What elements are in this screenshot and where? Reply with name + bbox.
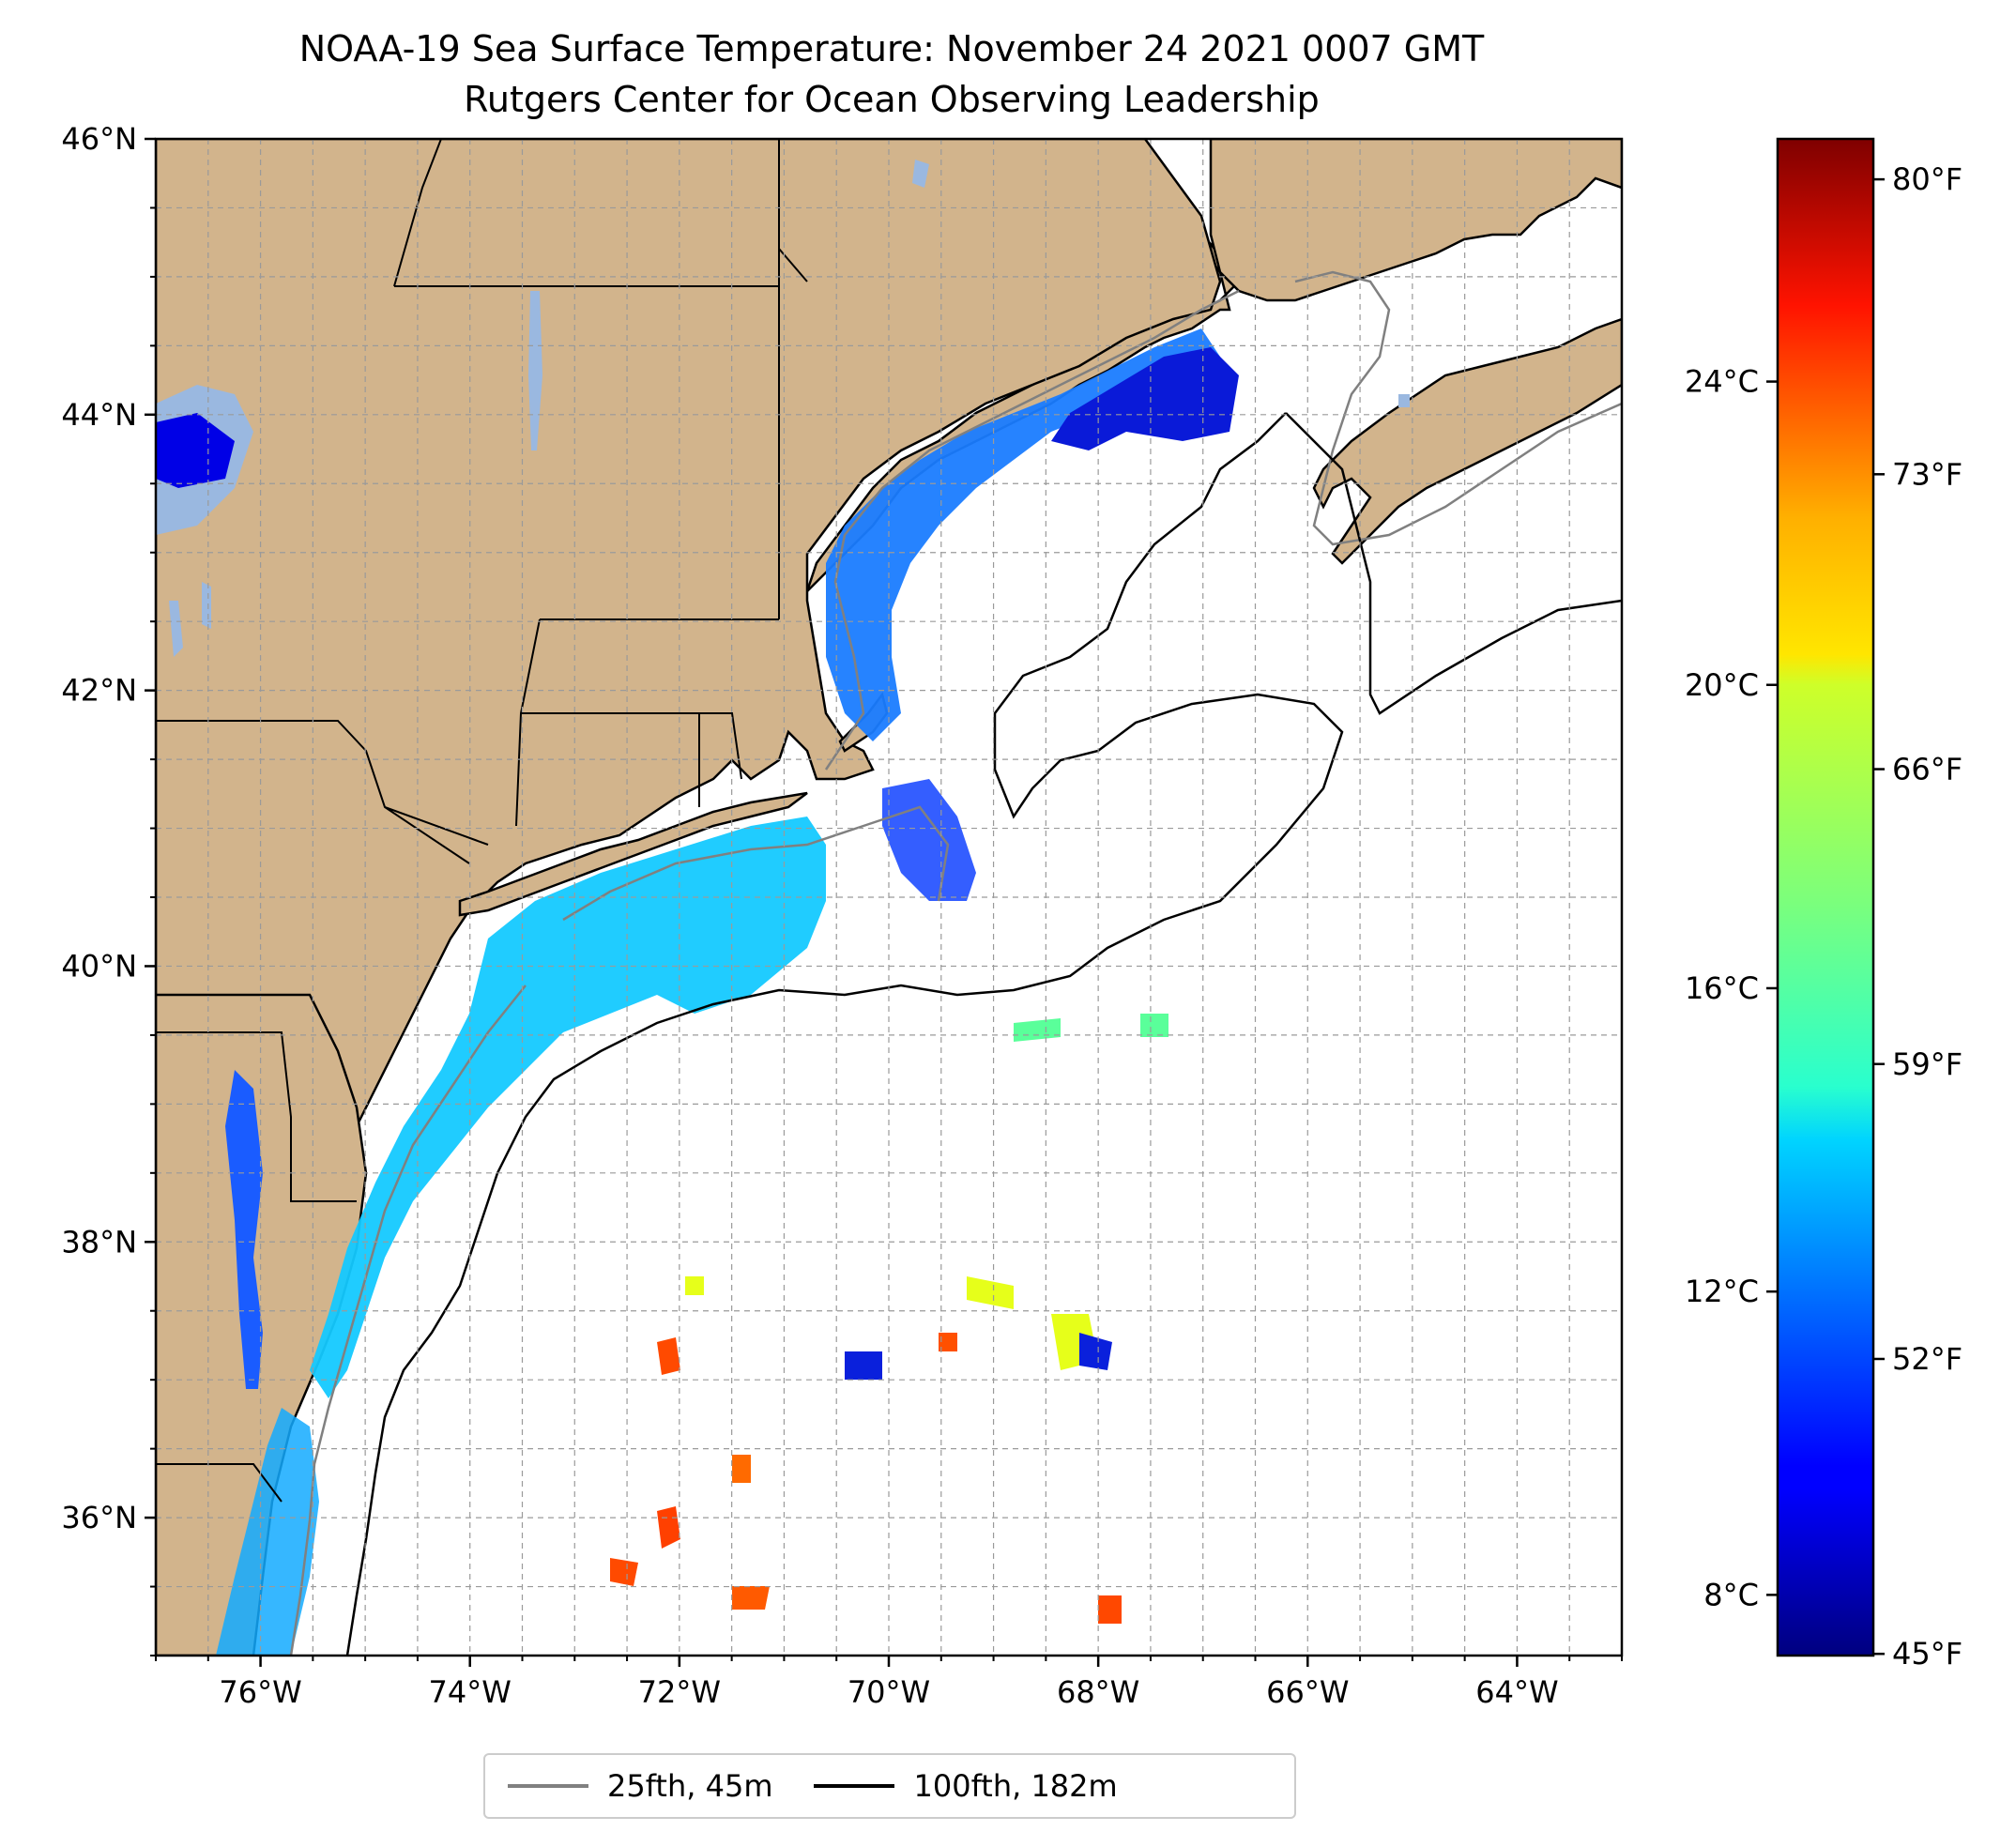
- sst-georges-blue: [882, 779, 976, 901]
- lon-tick-label: 74°W: [429, 1674, 512, 1710]
- sst-gulf-stream-warm-1: [657, 1337, 680, 1375]
- moosehead-lake: [912, 160, 929, 188]
- sst-great-lake-cold: [156, 413, 235, 488]
- finger-lakes: [169, 582, 211, 657]
- sst-gulf-stream-warm-3: [657, 1506, 680, 1549]
- sst-mid-atlantic-bight: [310, 817, 826, 1398]
- ns-lake: [1398, 394, 1410, 407]
- colorbar-celsius-axis: 8°C 12°C 16°C 20°C 24°C: [1685, 364, 1778, 1612]
- legend-item-25fth: 25fth, 45m: [508, 1768, 772, 1804]
- fahrenheit-tick-label: 80°F: [1892, 161, 1963, 197]
- long-island: [458, 791, 808, 917]
- chart-subtitle: Rutgers Center for Ocean Observing Leade…: [464, 79, 1320, 120]
- sst-blue-patch-1: [845, 1351, 882, 1380]
- legend-swatch-100fth: [814, 1784, 895, 1788]
- state-borders: [156, 139, 808, 1503]
- celsius-tick-label: 20°C: [1685, 667, 1759, 703]
- fahrenheit-tick-label: 45°F: [1892, 1636, 1963, 1671]
- lat-tick-label: 36°N: [61, 1500, 137, 1535]
- legend-label-100fth: 100fth, 182m: [913, 1768, 1118, 1804]
- celsius-tick-label: 8°C: [1703, 1577, 1759, 1612]
- sst-chesapeake: [225, 1070, 263, 1389]
- sst-green-patch-1: [1140, 1014, 1168, 1037]
- colorbar: [1776, 137, 1875, 1657]
- lat-tick-label: 42°N: [61, 673, 137, 709]
- lon-tick-label: 72°W: [638, 1674, 721, 1710]
- isobath-100fth: [345, 412, 1622, 1656]
- sst-gulf-of-maine-deep: [1051, 347, 1239, 450]
- longitude-axis: 76°W 74°W 72°W 70°W 68°W 66°W 64°W: [155, 1656, 1623, 1710]
- legend-item-100fth: 100fth, 182m: [814, 1768, 1118, 1804]
- celsius-tick-label: 24°C: [1685, 364, 1759, 400]
- map-content: [156, 139, 1622, 1656]
- legend-label-25fth: 25fth, 45m: [607, 1768, 773, 1804]
- celsius-tick-label: 16°C: [1685, 970, 1759, 1006]
- sst-gulf-stream-warm-5: [610, 1558, 638, 1586]
- lat-tick-label: 46°N: [61, 121, 137, 157]
- sst-gulf-stream-warm-2: [732, 1455, 751, 1483]
- nova-scotia: [1312, 317, 1622, 565]
- fahrenheit-tick-label: 66°F: [1892, 752, 1963, 787]
- sst-gulf-stream-warm-4: [732, 1586, 770, 1610]
- chart-title: NOAA-19 Sea Surface Temperature: Novembe…: [298, 28, 1485, 69]
- lake-champlain: [528, 291, 542, 450]
- gridlines: [156, 139, 1622, 1656]
- fahrenheit-tick-label: 59°F: [1892, 1046, 1963, 1082]
- new-brunswick-shore: [1209, 139, 1622, 302]
- lon-tick-label: 68°W: [1057, 1674, 1139, 1710]
- lon-tick-label: 64°W: [1475, 1674, 1558, 1710]
- maine-coast: [156, 139, 1222, 1166]
- sst-green-patch-2: [1014, 1018, 1061, 1042]
- lon-tick-label: 70°W: [848, 1674, 930, 1710]
- latitude-axis: 46°N 44°N 42°N 40°N 38°N 36°N: [61, 121, 156, 1656]
- lon-tick-label: 66°W: [1266, 1674, 1349, 1710]
- lon-tick-label: 76°W: [219, 1674, 301, 1710]
- fahrenheit-tick-label: 73°F: [1892, 456, 1963, 492]
- sst-yellow-patch-1: [967, 1276, 1014, 1309]
- sst-gulf-stream-warm-7: [1098, 1595, 1122, 1624]
- sst-yellow-patch-3: [685, 1276, 704, 1295]
- lat-tick-label: 40°N: [61, 948, 137, 984]
- sst-southern-shelf: [216, 1408, 319, 1656]
- celsius-tick-label: 12°C: [1685, 1274, 1759, 1309]
- colorbar-fahrenheit-axis: 45°F 52°F 59°F 66°F 73°F 80°F: [1873, 161, 1963, 1671]
- isobath-25fth: [289, 270, 1622, 1656]
- legend: 25fth, 45m 100fth, 182m: [483, 1753, 1296, 1819]
- fahrenheit-tick-label: 52°F: [1892, 1341, 1963, 1377]
- sst-gulf-stream-warm-6: [939, 1333, 957, 1351]
- legend-swatch-25fth: [508, 1784, 588, 1788]
- lat-tick-label: 44°N: [61, 397, 137, 433]
- sst-blue-patch-2: [1079, 1333, 1112, 1370]
- lat-tick-label: 38°N: [61, 1224, 137, 1259]
